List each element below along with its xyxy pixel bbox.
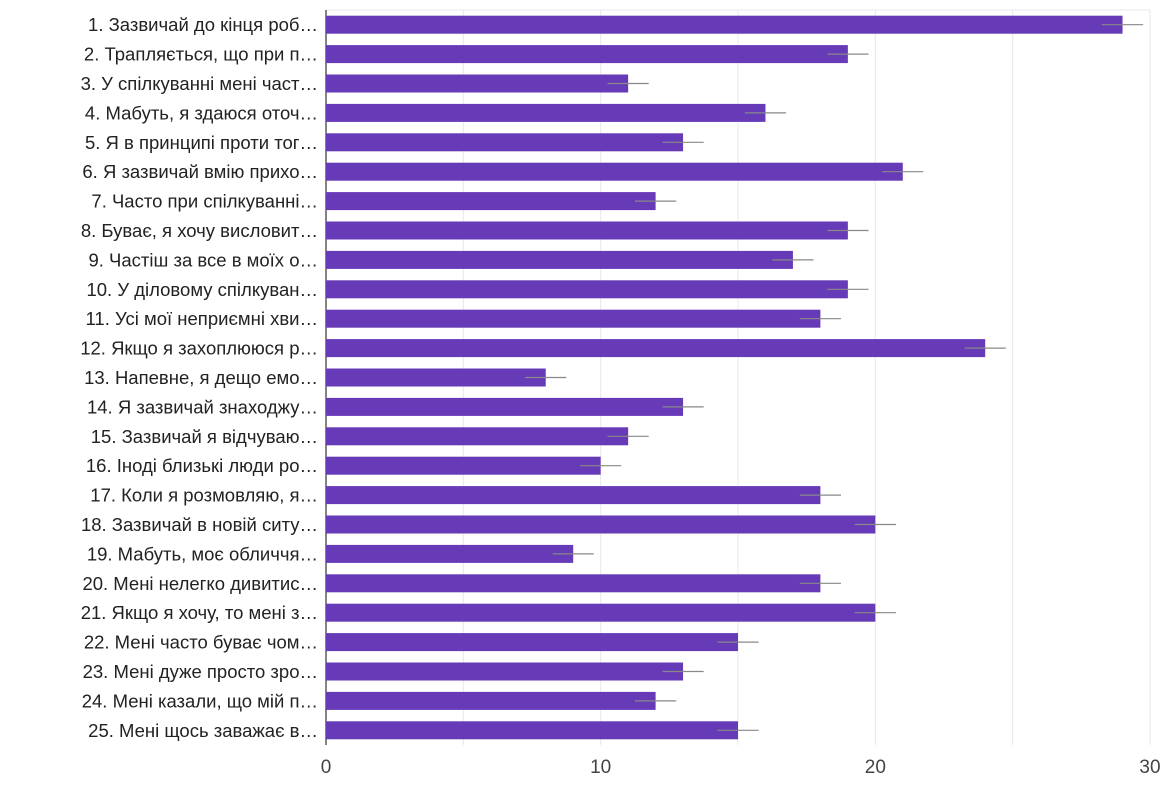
bar [326,515,876,534]
bars [326,15,1144,740]
bar [326,368,546,387]
category-label: 24. Мені казали, що мій п… [82,690,318,711]
x-tick-label: 30 [1139,757,1160,778]
bar [326,456,601,475]
category-label: 11. Усі мої неприємні хви… [86,308,318,329]
grid-lines [325,9,1151,745]
category-label: 5. Я в принципі проти тог… [85,132,318,153]
bar [326,45,848,64]
category-label: 9. Частіш за все в моїх о… [88,249,318,270]
bar [326,486,821,505]
category-label: 18. Зазвичай в новій ситу… [81,514,318,535]
category-label: 2. Трапляється, що при п… [84,44,318,65]
bar [326,427,629,446]
category-label: 17. Коли я розмовляю, я… [90,485,318,506]
category-label: 8. Буває, я хочу висловит… [81,220,318,241]
category-label: 7. Часто при спілкуванні… [91,191,318,212]
category-label: 13. Напевне, я дещо емо… [84,367,318,388]
bar [326,103,766,122]
bar [326,133,684,152]
category-label: 4. Мабуть, я здаюся оточ… [85,102,318,123]
bar [326,721,738,740]
bar [326,691,656,710]
bar [326,397,684,416]
bar [326,192,656,211]
bar [326,250,793,269]
category-label: 10. У діловому спілкуван… [86,279,318,300]
bar [326,633,738,652]
x-tick-labels: 0 10 20 30 [321,757,1161,778]
x-tick-label: 0 [321,757,332,778]
category-label: 6. Я зазвичай вмію прихо… [82,161,318,182]
bar [326,280,848,299]
category-label: 16. Іноді близькі люди ро… [86,455,318,476]
bar [326,15,1123,34]
bar [326,74,629,93]
category-label: 15. Зазвичай я відчуваю… [91,426,318,447]
bar [326,309,821,328]
category-label: 22. Мені часто буває чом… [84,632,318,653]
bar [326,662,684,681]
category-label: 20. Мені нелегко дивитис… [82,573,318,594]
category-labels: 1. Зазвичай до кінця роб… 2. Трапляється,… [80,14,318,741]
category-label: 23. Мені дуже просто зро… [83,661,318,682]
category-label: 19. Мабуть, моє обличчя… [87,543,318,564]
category-label: 12. Якщо я захоплююся р… [80,338,318,359]
category-label: 14. Я зазвичай знаходжу… [87,396,318,417]
category-label: 21. Якщо я хочу, то мені з… [81,602,318,623]
bar [326,574,821,593]
bar [326,603,876,622]
category-label: 1. Зазвичай до кінця роб… [88,14,318,35]
category-label: 25. Мені щось заважає в… [88,720,318,741]
x-tick-label: 10 [590,757,611,778]
x-tick-label: 20 [865,757,886,778]
bar [326,162,903,181]
category-label: 3. У спілкуванні мені част… [81,73,318,94]
bar [326,221,848,240]
bar [326,339,986,358]
bar [326,544,574,563]
